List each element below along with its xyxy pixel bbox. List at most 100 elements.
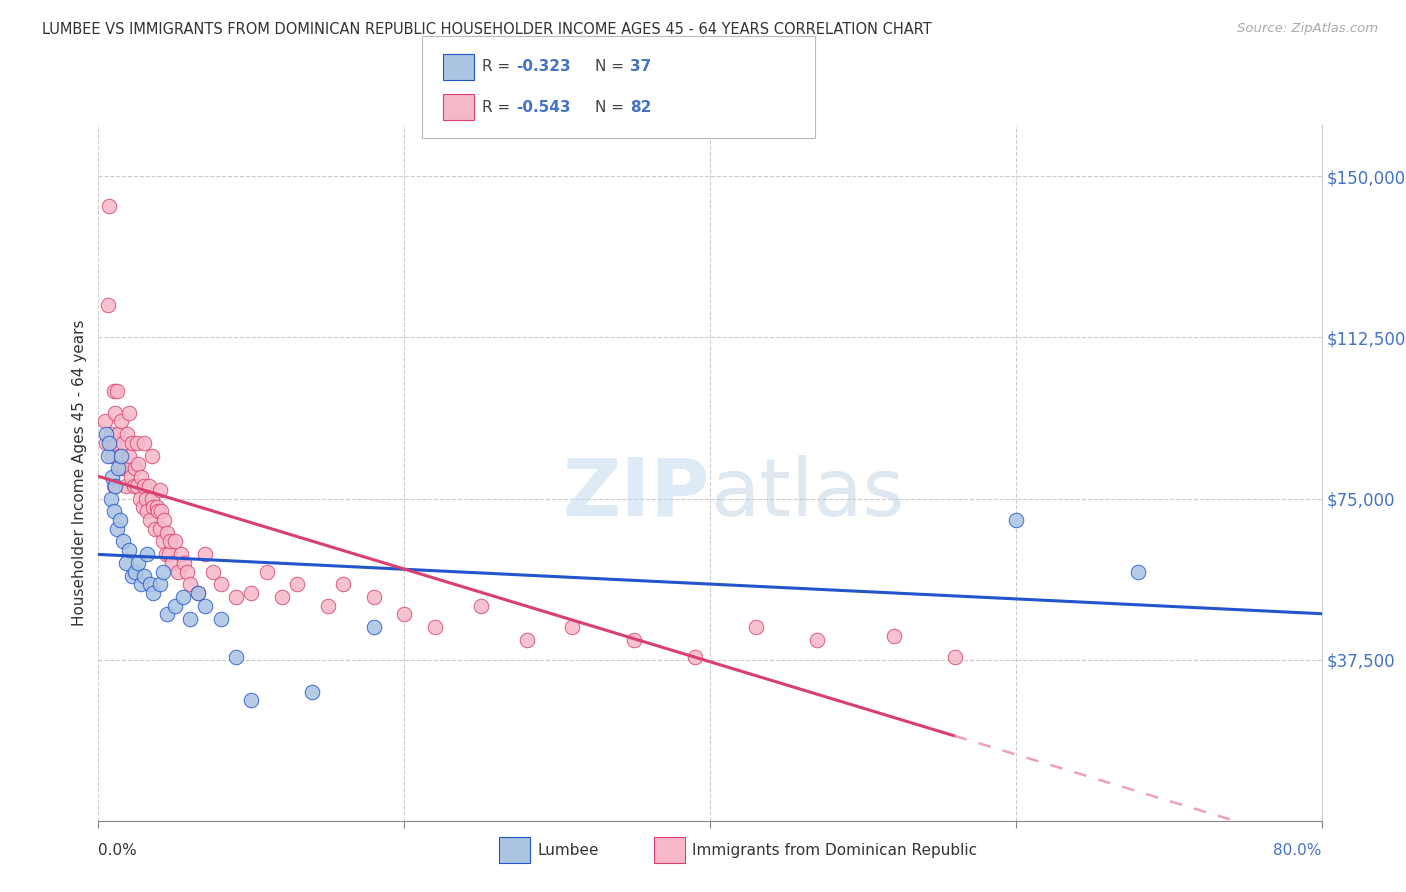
Point — [316, 599, 339, 613]
Text: 80.0%: 80.0% — [1274, 843, 1322, 858]
Point — [156, 607, 179, 622]
Point — [225, 650, 247, 665]
Point — [124, 461, 146, 475]
Point — [121, 569, 143, 583]
Point — [122, 478, 145, 492]
Point — [103, 384, 125, 399]
Text: -0.543: -0.543 — [516, 100, 571, 114]
Point — [152, 565, 174, 579]
Point — [145, 500, 167, 515]
Point — [101, 449, 124, 463]
Point — [209, 577, 232, 591]
Point — [98, 435, 121, 450]
Point — [163, 534, 186, 549]
Text: N =: N = — [595, 100, 628, 114]
Point — [97, 449, 120, 463]
Point — [103, 504, 125, 518]
Point — [285, 577, 308, 591]
Point — [146, 504, 169, 518]
Point — [134, 569, 156, 583]
Text: R =: R = — [482, 60, 516, 74]
Text: 0.0%: 0.0% — [98, 843, 138, 858]
Point — [142, 500, 165, 515]
Point — [93, 414, 115, 428]
Point — [153, 513, 176, 527]
Point — [127, 556, 149, 570]
Point — [392, 607, 416, 622]
Point — [160, 556, 183, 570]
Text: atlas: atlas — [710, 455, 904, 533]
Point — [1128, 565, 1150, 579]
Point — [516, 633, 538, 648]
Point — [149, 483, 172, 497]
Point — [225, 591, 247, 605]
Point — [115, 478, 138, 492]
Point — [159, 534, 181, 549]
Point — [256, 565, 278, 579]
Point — [139, 577, 162, 591]
Point — [170, 547, 193, 561]
Point — [110, 449, 132, 463]
Point — [150, 504, 173, 518]
Point — [155, 547, 177, 561]
Point — [363, 591, 385, 605]
Point — [125, 478, 148, 492]
Point — [138, 478, 160, 492]
Point — [100, 491, 122, 506]
Point — [194, 599, 217, 613]
Text: Source: ZipAtlas.com: Source: ZipAtlas.com — [1237, 22, 1378, 36]
Point — [883, 629, 905, 643]
Point — [134, 478, 156, 492]
Point — [118, 543, 141, 558]
Point — [176, 565, 198, 579]
Point — [118, 449, 141, 463]
Text: R =: R = — [482, 100, 516, 114]
Point — [121, 435, 143, 450]
Point — [141, 449, 163, 463]
Point — [127, 457, 149, 471]
Point — [110, 414, 132, 428]
Point — [149, 577, 172, 591]
Point — [128, 491, 150, 506]
Point — [423, 620, 446, 634]
Point — [152, 534, 174, 549]
Point — [163, 599, 186, 613]
Point — [745, 620, 768, 634]
Point — [103, 435, 125, 450]
Point — [623, 633, 645, 648]
Point — [332, 577, 354, 591]
Point — [470, 599, 492, 613]
Point — [363, 620, 385, 634]
Point — [270, 591, 292, 605]
Point — [1004, 513, 1026, 527]
Point — [240, 693, 263, 707]
Point — [156, 525, 179, 540]
Point — [135, 491, 157, 506]
Point — [179, 612, 201, 626]
Point — [806, 633, 828, 648]
Text: 37: 37 — [630, 60, 651, 74]
Point — [101, 470, 124, 484]
Point — [202, 565, 225, 579]
Point — [107, 427, 129, 442]
Point — [173, 556, 195, 570]
Point — [301, 685, 323, 699]
Point — [115, 556, 138, 570]
Point — [100, 427, 122, 442]
Point — [111, 435, 134, 450]
Point — [149, 522, 172, 536]
Point — [172, 591, 194, 605]
Point — [108, 461, 131, 475]
Point — [209, 612, 232, 626]
Point — [107, 461, 129, 475]
Point — [104, 478, 127, 492]
Point — [132, 500, 155, 515]
Point — [683, 650, 706, 665]
Point — [105, 384, 128, 399]
Point — [167, 565, 190, 579]
Point — [124, 565, 146, 579]
Point — [117, 427, 139, 442]
Point — [157, 547, 180, 561]
Point — [136, 504, 159, 518]
Y-axis label: Householder Income Ages 45 - 64 years: Householder Income Ages 45 - 64 years — [72, 319, 87, 626]
